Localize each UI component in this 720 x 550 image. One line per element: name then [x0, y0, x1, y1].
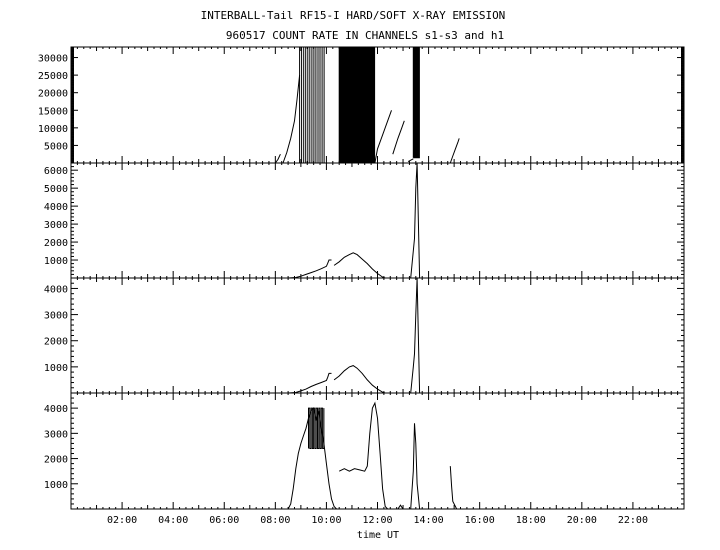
y-tick-label: 4000 [44, 284, 68, 295]
y-tick-label: 20000 [38, 89, 68, 100]
y-tick-label: 4000 [44, 202, 68, 213]
x-tick-label: 14:00 [414, 515, 444, 526]
y-tick-label: 2000 [44, 455, 68, 466]
x-tick-label: 22:00 [618, 515, 648, 526]
chart-subtitle: 960517 COUNT RATE IN CHANNELS s1-s3 and … [226, 29, 504, 42]
series-segment [392, 120, 405, 155]
saturated-band [299, 47, 325, 163]
series-segment [449, 138, 460, 163]
series-segment [407, 158, 414, 163]
series-segment [282, 75, 301, 163]
panel-frame [70, 392, 685, 510]
traces [288, 278, 421, 393]
x-tick-label: 04:00 [158, 515, 188, 526]
panel-4: 1000 2000 3000 4000 [44, 392, 685, 510]
traces [288, 163, 421, 278]
series-segment [288, 372, 332, 393]
panel-frame [70, 277, 685, 394]
traces [274, 47, 460, 163]
y-tick-label: 15000 [38, 106, 68, 117]
y-tick-label: 5000 [44, 184, 68, 195]
series-segment [397, 504, 404, 509]
x-tick-label: 12:00 [362, 515, 392, 526]
y-tick-label: 3000 [44, 311, 68, 322]
y-tick-label: 4000 [44, 404, 68, 415]
series-segment [288, 259, 332, 278]
x-tick-label: 08:00 [260, 515, 290, 526]
traces [287, 401, 458, 509]
series-segment [449, 466, 458, 509]
x-tick-label: 18:00 [516, 515, 546, 526]
y-tick-label: 2000 [44, 238, 68, 249]
panel-frame [70, 162, 685, 279]
x-tick-label: 06:00 [209, 515, 239, 526]
y-tick-label: 3000 [44, 429, 68, 440]
y-tick-label: 3000 [44, 220, 68, 231]
x-tick-label: 10:00 [311, 515, 341, 526]
series-segment [333, 365, 386, 393]
panel-1: 5000 10000 15000 20000 25000 30000 [38, 46, 685, 164]
y-tick-label: 1000 [44, 480, 68, 491]
x-tick-label: 02:00 [107, 515, 137, 526]
panel-3: 1000 2000 3000 4000 [44, 277, 685, 394]
series-segment [333, 252, 386, 278]
saturated-band [308, 407, 325, 449]
y-tick-label: 2000 [44, 337, 68, 348]
saturated-band [412, 47, 420, 159]
y-tick-label: 6000 [44, 166, 68, 177]
x-tick-label: 16:00 [465, 515, 495, 526]
x-tick-label: 20:00 [567, 515, 597, 526]
y-tick-label: 30000 [38, 54, 68, 65]
series-segment [374, 110, 392, 163]
y-tick-label: 25000 [38, 71, 68, 82]
series-segment [410, 163, 421, 278]
y-tick-label: 1000 [44, 256, 68, 267]
chart-title: INTERBALL-Tail RF15-I HARD/SOFT X-RAY EM… [201, 9, 506, 22]
y-tick-label: 5000 [44, 141, 68, 152]
y-tick-label: 10000 [38, 124, 68, 135]
x-axis-label: time UT [357, 530, 399, 541]
series-segment [410, 278, 421, 393]
panel-2: 1000 2000 3000 4000 5000 6000 [44, 162, 685, 279]
panel-frame [70, 46, 685, 164]
y-tick-label: 1000 [44, 363, 68, 374]
series-segment [274, 153, 281, 163]
series-segment [338, 401, 389, 509]
x-tick-labels: 02:00 04:00 06:00 08:00 10:00 12:00 14:00 16:00… [107, 515, 648, 526]
panels: 5000 10000 15000 20000 25000 30000 1000 2000 300… [38, 46, 685, 510]
series-segment [410, 423, 421, 509]
saturated-band [338, 47, 376, 163]
